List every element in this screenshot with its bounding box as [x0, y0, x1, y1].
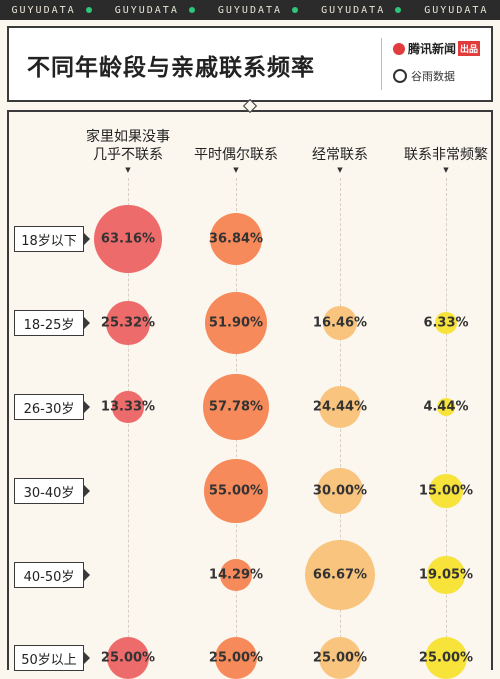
- data-label: 24.44%: [312, 399, 368, 415]
- brand-text: GUYUDATA: [12, 5, 92, 16]
- column-pointer-icon: ▼: [233, 166, 239, 174]
- separator-dot-icon: [188, 7, 195, 13]
- separator-dot-icon: [292, 7, 299, 13]
- data-bubble: [436, 397, 456, 417]
- column-pointer-icon: ▼: [443, 166, 449, 174]
- row-label: 40-50岁: [14, 562, 90, 588]
- separator-dot-icon: [395, 7, 402, 13]
- data-bubble: [203, 374, 269, 440]
- data-bubble: [429, 474, 463, 508]
- data-bubble: [305, 540, 375, 610]
- column-pointer-icon: ▼: [125, 166, 131, 174]
- data-bubble: [435, 312, 457, 334]
- data-label: 63.16%: [100, 231, 156, 247]
- data-bubble: [219, 558, 253, 592]
- row-label: 26-30岁: [14, 394, 90, 420]
- page-title: 不同年龄段与亲戚联系频率: [27, 55, 315, 81]
- data-label: 51.90%: [208, 315, 264, 331]
- data-label: 36.84%: [208, 231, 264, 247]
- tencent-logo-icon: [393, 42, 405, 55]
- guyu-logo-icon: [393, 69, 407, 83]
- row-label: 18岁以下: [14, 226, 90, 252]
- header-panel: 不同年龄段与亲戚联系频率 腾讯新闻 出品 谷雨数据: [7, 26, 493, 102]
- data-bubble: [209, 212, 262, 265]
- data-label: 55.00%: [208, 483, 264, 499]
- data-label: 66.67%: [312, 567, 368, 583]
- brand-text: GUYUDATA: [218, 5, 299, 16]
- column-header: 联系非常频繁: [404, 147, 488, 163]
- data-label: 57.78%: [208, 399, 264, 415]
- guyu-data-logo: 谷雨数据: [393, 68, 455, 84]
- data-bubble: [322, 305, 358, 341]
- data-bubble: [93, 204, 163, 274]
- top-brand-strip: GUYUDATA GUYUDATA GUYUDATA GUYUDATA GUYUDATA: [0, 0, 500, 20]
- data-bubble: [318, 385, 362, 429]
- separator-dot-icon: [85, 7, 92, 13]
- data-label: 25.00%: [312, 650, 368, 666]
- header-divider: [381, 38, 382, 90]
- data-label: 13.33%: [100, 399, 156, 415]
- data-label: 14.29%: [208, 567, 264, 583]
- logo2-text: 谷雨数据: [411, 70, 455, 83]
- brand-text: GUYUDATA: [115, 5, 195, 16]
- data-bubble: [106, 301, 150, 345]
- data-bubble: [112, 391, 144, 423]
- column-header: 平时偶尔联系: [194, 147, 278, 163]
- column-pointer-icon: ▼: [337, 166, 343, 174]
- data-label: 6.33%: [423, 315, 469, 331]
- row-label: 50岁以上: [14, 645, 90, 671]
- logo1-text: 腾讯新闻: [408, 42, 457, 56]
- data-label: 25.00%: [208, 650, 264, 666]
- data-label: 16.46%: [312, 315, 368, 331]
- data-label: 4.44%: [423, 399, 469, 415]
- brand-text: GUYUDATA: [424, 4, 489, 16]
- tencent-news-logo: 腾讯新闻 出品: [393, 40, 481, 57]
- column-gridline: [446, 178, 447, 668]
- brand-text: GUYUDATA: [321, 5, 402, 16]
- data-label: 25.00%: [418, 650, 474, 666]
- data-bubble: [427, 556, 465, 594]
- data-label: 25.32%: [100, 315, 156, 331]
- data-label: 25.00%: [100, 650, 156, 666]
- data-bubble: [316, 467, 364, 515]
- row-label: 30-40岁: [14, 478, 90, 504]
- column-header: 经常联系: [312, 147, 368, 163]
- column-gridline: [128, 178, 129, 668]
- data-label: 19.05%: [418, 567, 474, 583]
- row-label: 18-25岁: [14, 310, 90, 336]
- data-label: 15.00%: [418, 483, 474, 499]
- data-bubble: [204, 459, 268, 523]
- column-header: 家里如果没事 几乎不联系: [86, 129, 170, 163]
- data-bubble: [205, 292, 267, 354]
- data-label: 30.00%: [312, 483, 368, 499]
- logo1-tag: 出品: [458, 41, 481, 56]
